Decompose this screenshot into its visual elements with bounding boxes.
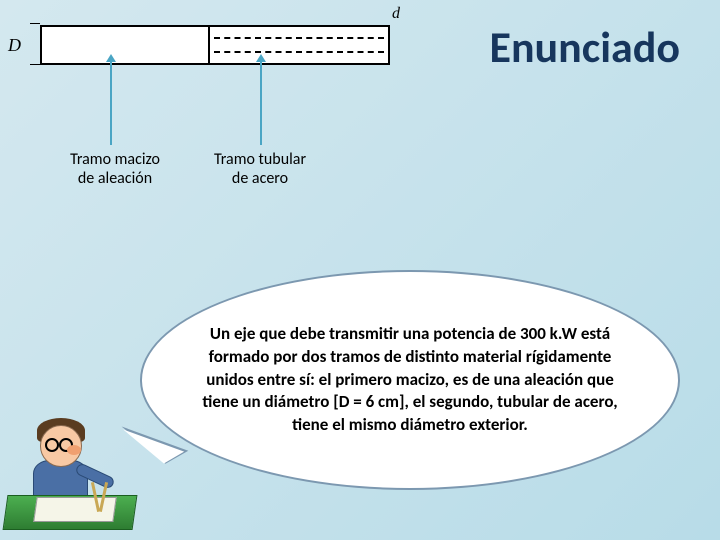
- segment-label-solid-line2: de aleación: [78, 169, 152, 188]
- inner-diameter-label: d: [392, 5, 400, 23]
- tube-inner-wall-top: [214, 37, 384, 39]
- character-nose: [67, 445, 81, 455]
- speech-bubble: Un eje que debe transmitir una potencia …: [140, 270, 680, 490]
- segment-label-tubular-line1: Tramo tubular: [214, 150, 306, 169]
- stmt-diameter: [D = 6 cm]: [333, 391, 404, 412]
- slide-heading: Enunciado: [489, 20, 680, 74]
- stmt-power: 300 k.W: [520, 323, 577, 344]
- dimension-line-D: [30, 23, 40, 65]
- stmt-p1: Un eje que debe transmitir una potencia …: [210, 323, 520, 344]
- engineer-illustration: [5, 410, 135, 530]
- shaft-body: [40, 25, 390, 65]
- segment-label-tubular-line2: de acero: [232, 169, 288, 188]
- segment-label-solid-line1: Tramo macizo: [70, 150, 160, 169]
- shaft-tubular-segment: [210, 25, 390, 65]
- pointer-arrow-solid: [110, 60, 112, 145]
- segment-label-solid: Tramo macizo de aleación: [50, 150, 180, 188]
- shaft-diagram: d D: [10, 15, 400, 75]
- segment-label-tubular: Tramo tubular de acero: [195, 150, 325, 188]
- tube-inner-wall-bottom: [214, 51, 384, 53]
- shaft-solid-segment: [40, 25, 210, 65]
- problem-statement-text: Un eje que debe transmitir una potencia …: [190, 323, 630, 438]
- outer-diameter-label: D: [8, 35, 21, 56]
- pointer-arrow-tubular: [260, 60, 262, 145]
- compass-icon: [90, 482, 110, 512]
